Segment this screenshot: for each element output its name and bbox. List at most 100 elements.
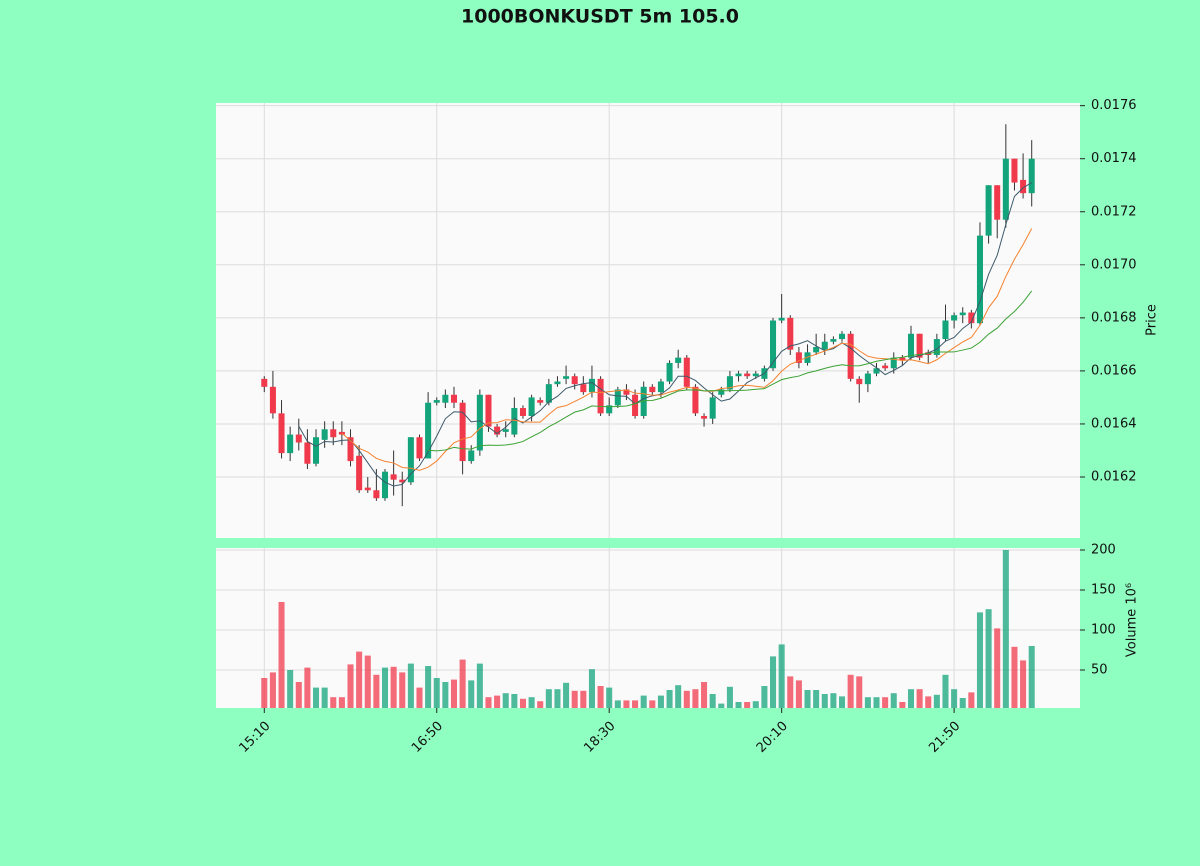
x-tick-label: 15:10 <box>236 719 273 756</box>
candle-body <box>304 442 311 464</box>
y-tick-label: 0.0166 <box>1091 363 1137 378</box>
candle-body <box>838 333 846 340</box>
volume-bar <box>304 667 311 708</box>
volume-bar <box>502 693 509 708</box>
candle-body <box>632 394 639 416</box>
volume-bar <box>951 689 958 708</box>
candle-body <box>873 368 880 374</box>
candle-body <box>649 386 656 393</box>
y-axis-label: Price <box>1145 304 1160 336</box>
volume-bar <box>614 700 621 708</box>
candle-body <box>519 408 526 416</box>
volume-bar <box>356 651 363 708</box>
volume-bar <box>735 702 742 708</box>
volume-bar <box>364 655 371 708</box>
candle-body <box>537 400 544 403</box>
volume-bar <box>313 687 320 708</box>
candle-body <box>778 317 785 321</box>
y-tick-label: 0.0176 <box>1091 98 1137 113</box>
volume-bar <box>968 692 975 708</box>
volume-bar <box>882 697 889 708</box>
volume-bar <box>554 689 561 708</box>
plot-area <box>261 124 1035 708</box>
moving-average-line <box>341 228 1033 471</box>
volume-bar <box>692 689 699 708</box>
volume-bar <box>666 690 673 708</box>
candle-body <box>1028 158 1035 194</box>
candle-body <box>951 315 958 321</box>
candle-body <box>623 389 630 395</box>
volume-bar <box>821 694 828 708</box>
volume-bar <box>381 667 389 708</box>
candle-body <box>606 405 613 414</box>
x-tick-label: 18:30 <box>581 719 618 756</box>
candle-body <box>347 437 354 462</box>
candle-body <box>390 474 397 480</box>
candle-body <box>511 408 518 435</box>
candle-body <box>476 394 483 451</box>
volume-bar <box>347 664 354 708</box>
candle-body <box>821 341 828 350</box>
volume-bar <box>985 609 992 708</box>
moving-average-line <box>428 290 1033 452</box>
volume-bar <box>321 687 328 708</box>
candle-body <box>830 339 837 342</box>
volume-bar <box>519 698 526 708</box>
volume-bar <box>416 687 423 708</box>
candle-body <box>433 400 440 403</box>
volume-bar <box>1028 646 1035 708</box>
candle-body <box>787 317 794 350</box>
candle-body <box>882 365 889 369</box>
volume-bar <box>632 700 639 708</box>
candle-body <box>899 357 906 361</box>
candle-body <box>968 312 975 324</box>
volume-axis-label: Volume 10⁶ <box>1125 583 1140 657</box>
candle-body <box>976 235 983 324</box>
candle-body <box>864 373 871 385</box>
y-tick-label: 0.0164 <box>1091 416 1137 431</box>
volume-bar <box>511 694 518 708</box>
candle-body <box>485 394 492 427</box>
candle-body <box>907 333 915 358</box>
volume-bar <box>459 659 466 708</box>
candle-body <box>278 413 285 454</box>
candle-body <box>442 394 449 403</box>
candle-body <box>1020 179 1027 194</box>
candle-body <box>916 333 923 358</box>
volume-bar <box>528 697 535 708</box>
volume-bar <box>407 663 414 708</box>
candle-body <box>666 362 673 382</box>
y-tick-label: 0.0170 <box>1091 257 1137 272</box>
candle-body <box>381 471 389 499</box>
candle-body <box>770 320 777 369</box>
volume-tick-label: 50 <box>1091 663 1108 678</box>
candle-body <box>640 386 647 416</box>
volume-bar <box>916 689 923 708</box>
chart-title: 1000BONKUSDT 5m 105.0 <box>461 6 739 28</box>
volume-bar <box>640 695 647 708</box>
volume-bar <box>563 682 570 708</box>
price-panel <box>216 103 1080 538</box>
candle-body <box>933 339 940 355</box>
candle-body <box>683 357 690 387</box>
candle-body <box>1011 158 1018 183</box>
x-tick-label: 20:10 <box>754 719 791 756</box>
volume-bar <box>597 686 604 708</box>
candle-body <box>287 434 294 454</box>
candle-body <box>744 373 751 377</box>
volume-bar <box>330 697 337 708</box>
volume-bar <box>864 697 871 708</box>
x-tick-label: 16:50 <box>409 719 446 756</box>
volume-bar <box>373 674 380 708</box>
candle-body <box>795 352 802 363</box>
volume-bar <box>425 666 432 708</box>
candle-body <box>614 389 621 406</box>
volume-bar <box>804 690 811 708</box>
volume-bar <box>994 628 1001 708</box>
candle-body <box>450 394 458 403</box>
volume-bar <box>494 695 501 708</box>
candle-body <box>675 357 682 363</box>
volume-bar <box>390 666 397 708</box>
volume-bar <box>890 693 897 708</box>
